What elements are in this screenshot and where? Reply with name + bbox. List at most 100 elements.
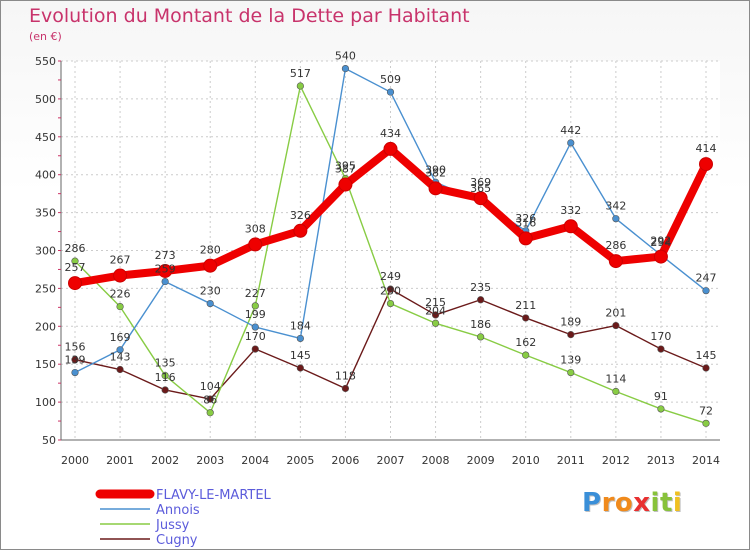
y-tick-label: 300 bbox=[35, 245, 56, 258]
data-label: 286 bbox=[605, 239, 626, 252]
x-tick-label: 2014 bbox=[692, 454, 720, 467]
logo-letter: i bbox=[672, 488, 683, 518]
data-label: 145 bbox=[696, 349, 717, 362]
data-point bbox=[657, 405, 665, 413]
x-tick-label: 2007 bbox=[377, 454, 405, 467]
data-label: 382 bbox=[425, 166, 446, 179]
data-label: 169 bbox=[110, 331, 131, 344]
data-point bbox=[431, 319, 440, 327]
data-label: 517 bbox=[290, 67, 311, 80]
data-label: 267 bbox=[110, 254, 131, 267]
data-point bbox=[477, 333, 485, 341]
data-label: 390 bbox=[425, 163, 446, 176]
data-point bbox=[161, 277, 169, 286]
x-tick-label: 2013 bbox=[647, 454, 675, 467]
data-label: 365 bbox=[470, 182, 491, 195]
x-tick-label: 2002 bbox=[151, 454, 179, 467]
y-tick-label: 350 bbox=[35, 207, 56, 220]
data-label: 170 bbox=[650, 330, 671, 343]
y-tick-label: 100 bbox=[35, 396, 56, 409]
data-point bbox=[71, 257, 79, 265]
data-label: 211 bbox=[515, 299, 536, 312]
data-label: 259 bbox=[155, 263, 176, 276]
data-label: 104 bbox=[200, 380, 221, 393]
data-point bbox=[71, 368, 79, 377]
data-point bbox=[341, 64, 350, 73]
data-label: 186 bbox=[470, 318, 491, 331]
axes: 50 100 150 200 250 300 350 400 450 500 550 2000 2001… bbox=[35, 55, 720, 467]
data-label: 118 bbox=[335, 369, 356, 382]
logo-letter: P bbox=[582, 488, 602, 518]
data-point bbox=[702, 287, 710, 295]
data-label: 332 bbox=[560, 204, 581, 217]
data-label: 91 bbox=[654, 390, 668, 403]
series-lines bbox=[68, 64, 713, 427]
legend-label: Cugny bbox=[156, 533, 198, 548]
data-point bbox=[68, 276, 82, 291]
data-label: 509 bbox=[380, 73, 401, 86]
y-tick-label: 150 bbox=[35, 358, 56, 371]
data-label: 280 bbox=[200, 244, 221, 257]
data-label: 230 bbox=[200, 285, 221, 298]
data-label: 230 bbox=[380, 285, 401, 298]
chart-subtitle: (en €) bbox=[29, 30, 62, 43]
x-tick-label: 2008 bbox=[422, 454, 450, 467]
data-label: 316 bbox=[515, 216, 536, 229]
data-point bbox=[608, 254, 623, 269]
data-point bbox=[71, 356, 79, 364]
data-point bbox=[518, 231, 533, 246]
data-label: 227 bbox=[245, 287, 266, 300]
data-point bbox=[296, 82, 304, 90]
logo-letter: r bbox=[601, 488, 615, 518]
data-label: 139 bbox=[65, 354, 86, 367]
data-label: 249 bbox=[380, 270, 401, 283]
data-point bbox=[567, 139, 575, 147]
x-tick-label: 2010 bbox=[512, 454, 540, 467]
data-point bbox=[522, 351, 530, 359]
data-label: 442 bbox=[560, 124, 581, 137]
data-point bbox=[612, 321, 620, 330]
proxiti-logo: Proxiti bbox=[582, 488, 682, 518]
data-label: 247 bbox=[696, 272, 717, 285]
data-point bbox=[341, 384, 350, 393]
data-point bbox=[431, 311, 440, 319]
logo-letter: o bbox=[614, 488, 634, 518]
data-point bbox=[699, 157, 713, 172]
data-point bbox=[116, 346, 124, 354]
data-label: 540 bbox=[335, 50, 356, 63]
data-point bbox=[158, 263, 173, 278]
data-label: 342 bbox=[605, 200, 626, 213]
data-label: 395 bbox=[335, 159, 356, 172]
data-point bbox=[296, 364, 304, 372]
data-point bbox=[206, 299, 214, 308]
data-label: 387 bbox=[335, 163, 356, 176]
x-tick-label: 2006 bbox=[331, 454, 359, 467]
data-label: 226 bbox=[110, 288, 131, 301]
data-label: 294 bbox=[650, 236, 671, 249]
data-label: 292 bbox=[650, 235, 671, 248]
data-label: 199 bbox=[245, 308, 266, 321]
data-point bbox=[251, 323, 259, 331]
data-point bbox=[386, 285, 395, 293]
data-point bbox=[702, 419, 710, 427]
data-point bbox=[203, 258, 218, 273]
data-point bbox=[612, 215, 620, 223]
data-label: 145 bbox=[290, 349, 311, 362]
data-point bbox=[206, 395, 214, 403]
data-label: 135 bbox=[155, 357, 176, 370]
y-tick-label: 200 bbox=[35, 320, 56, 333]
data-labels: 156 143 116 104 170 145 118 249 215 235 211 189 201 1… bbox=[65, 50, 717, 418]
data-label: 86 bbox=[203, 394, 217, 407]
data-label: 116 bbox=[155, 371, 176, 384]
data-point bbox=[702, 364, 710, 372]
data-point bbox=[338, 177, 353, 192]
data-label: 72 bbox=[699, 404, 713, 417]
data-label: 143 bbox=[110, 351, 131, 364]
data-point bbox=[248, 237, 263, 252]
data-label: 414 bbox=[696, 142, 717, 155]
data-label: 369 bbox=[470, 176, 491, 189]
data-point bbox=[386, 88, 395, 96]
data-label: 139 bbox=[560, 354, 581, 367]
legend-label: FLAVY-LE-MARTEL bbox=[156, 488, 272, 503]
